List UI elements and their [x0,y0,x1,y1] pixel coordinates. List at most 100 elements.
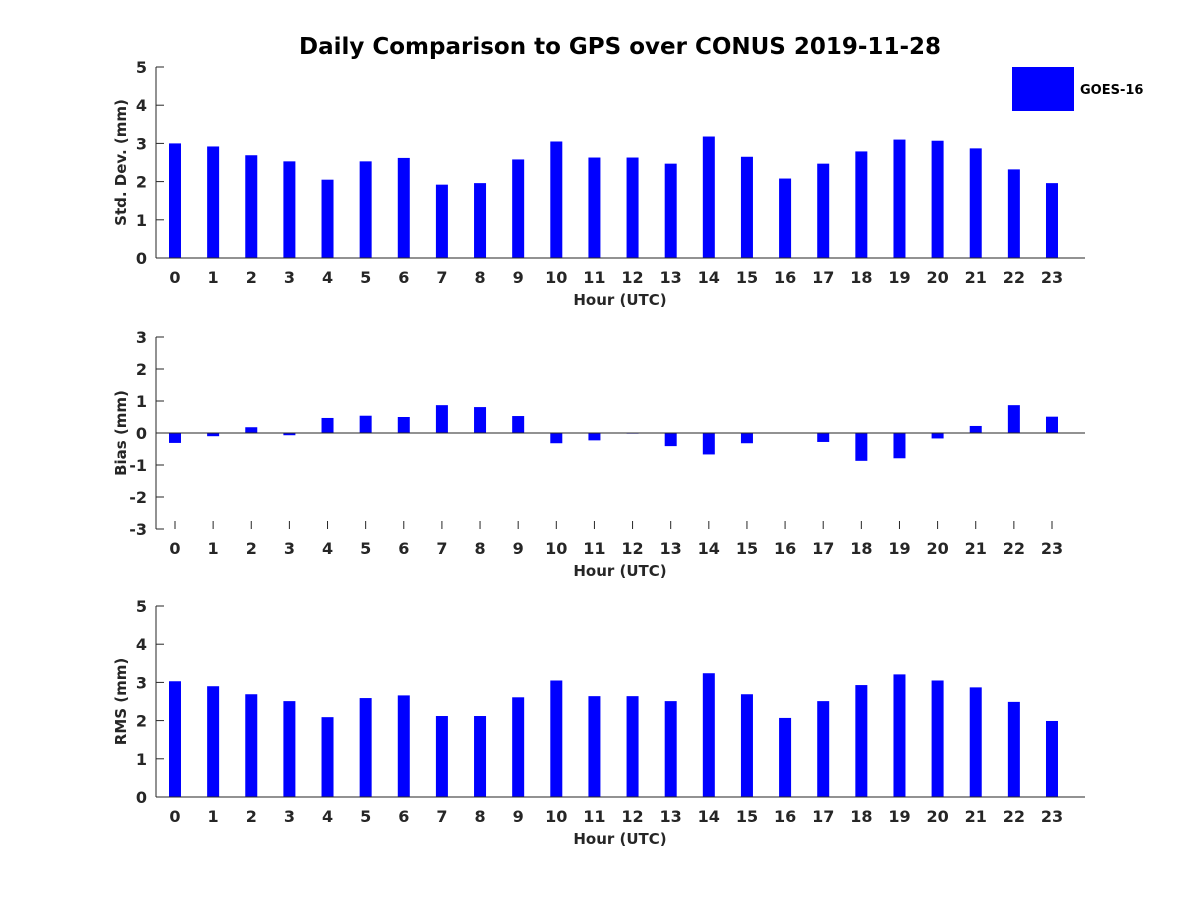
x-tick-label: 14 [698,807,720,826]
x-axis-label: Hour (UTC) [573,830,666,848]
x-tick-label: 9 [513,268,524,287]
bar-hour-4 [321,179,334,258]
y-axis-label: Std. Dev. (mm) [112,99,130,226]
x-tick-label: 2 [246,539,257,558]
x-tick-label: 5 [360,268,371,287]
y-axis-label: RMS (mm) [112,658,130,745]
bar-hour-21 [969,425,982,433]
bar-hour-14 [702,673,715,797]
x-tick-label: 22 [1003,268,1025,287]
bar-hour-12 [626,696,639,797]
bar-hour-10 [550,141,563,258]
x-tick-label: 7 [436,268,447,287]
bar-hour-14 [702,433,715,455]
bar-hour-10 [550,680,563,797]
x-tick-label: 3 [284,268,295,287]
bar-hour-17 [817,701,830,797]
x-tick-label: 18 [850,539,872,558]
bar-hour-3 [283,701,296,797]
x-tick-label: 20 [926,539,948,558]
x-tick-label: 0 [169,268,180,287]
x-tick-label: 6 [398,268,409,287]
bar-hour-5 [359,161,372,258]
bar-hour-5 [359,415,372,433]
x-tick-label: 1 [208,807,219,826]
bar-hour-21 [969,687,982,797]
bar-hour-19 [893,139,906,258]
bar-hour-10 [550,433,563,444]
bar-hour-17 [817,433,830,442]
x-tick-label: 5 [360,807,371,826]
bar-hour-7 [435,405,448,433]
x-tick-label: 13 [660,539,682,558]
bar-hour-11 [588,433,601,441]
bar-hour-20 [931,433,944,439]
x-tick-label: 18 [850,268,872,287]
x-tick-label: 13 [660,807,682,826]
y-tick-label: 2 [136,173,147,192]
x-tick-label: 23 [1041,807,1063,826]
bar-hour-19 [893,674,906,797]
x-tick-label: 16 [774,268,796,287]
x-tick-label: 17 [812,268,834,287]
bar-hour-8 [474,407,487,433]
bar-hour-21 [969,148,982,258]
bar-hour-20 [931,680,944,797]
bar-hour-11 [588,696,601,797]
bar-hour-18 [855,151,868,258]
x-tick-label: 22 [1003,539,1025,558]
y-tick-label: 0 [136,424,147,443]
bar-hour-12 [626,157,639,258]
y-tick-label: 1 [136,392,147,411]
bar-hour-22 [1007,169,1020,258]
y-tick-label: -1 [129,456,147,475]
x-tick-label: 1 [208,268,219,287]
bar-hour-2 [245,694,258,797]
y-tick-label: -3 [129,520,147,539]
bar-hour-8 [474,716,487,797]
x-tick-label: 16 [774,539,796,558]
x-tick-label: 20 [926,807,948,826]
bar-hour-3 [283,161,296,258]
bar-hour-9 [512,416,525,433]
bar-hour-8 [474,183,487,258]
y-tick-label: 4 [136,96,147,115]
bar-hour-13 [664,701,677,797]
x-tick-label: 11 [583,268,605,287]
bar-hour-23 [1045,416,1058,433]
x-tick-label: 19 [888,539,910,558]
y-tick-label: 0 [136,788,147,807]
y-tick-label: 2 [136,360,147,379]
x-axis-label: Hour (UTC) [573,291,666,309]
y-tick-label: 5 [136,597,147,616]
bar-hour-16 [779,178,792,258]
x-tick-label: 15 [736,268,758,287]
x-tick-label: 22 [1003,807,1025,826]
bar-hour-13 [664,433,677,447]
bar-hour-23 [1045,183,1058,258]
x-tick-label: 18 [850,807,872,826]
y-tick-label: 3 [136,134,147,153]
x-tick-label: 19 [888,807,910,826]
bar-hour-9 [512,697,525,797]
bar-hour-5 [359,698,372,797]
bar-hour-14 [702,136,715,258]
x-tick-label: 6 [398,807,409,826]
x-tick-label: 17 [812,807,834,826]
bar-hour-1 [207,146,220,258]
x-tick-label: 7 [436,539,447,558]
x-tick-label: 6 [398,539,409,558]
bar-hour-0 [169,143,181,258]
bar-hour-6 [397,695,410,797]
x-tick-label: 23 [1041,539,1063,558]
bar-hour-15 [740,694,753,797]
x-tick-label: 9 [513,539,524,558]
bar-hour-3 [283,433,296,436]
y-tick-label: 1 [136,211,147,230]
y-tick-label: 5 [136,58,147,77]
bar-hour-11 [588,157,601,258]
x-tick-label: 10 [545,539,567,558]
